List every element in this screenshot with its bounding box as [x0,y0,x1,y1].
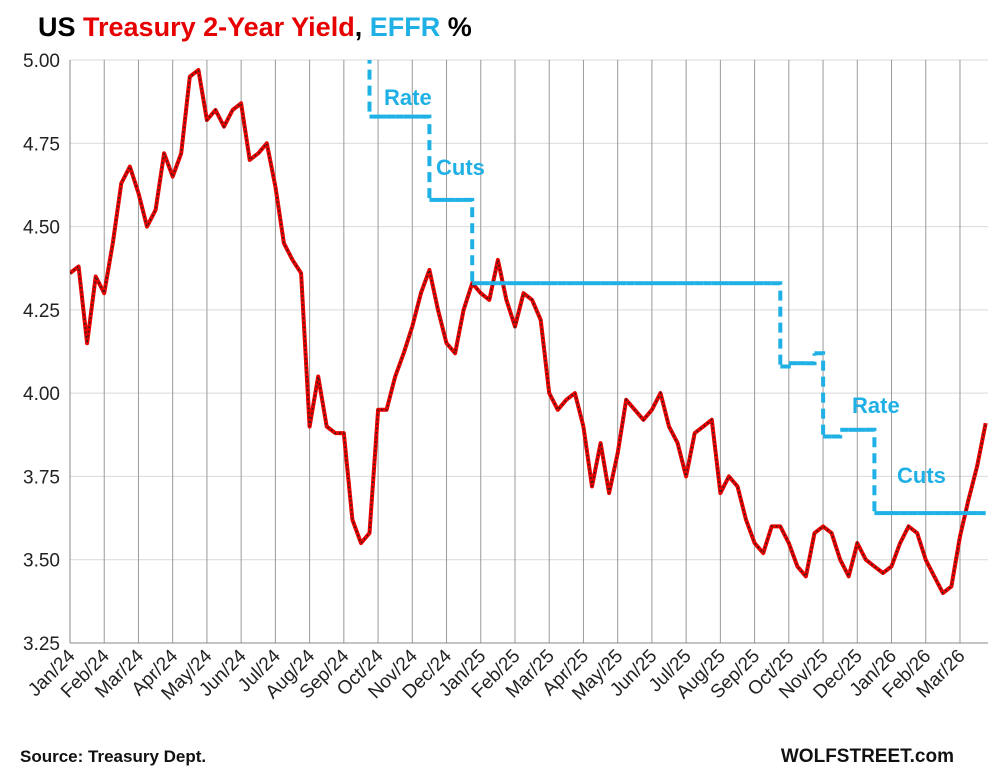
annotation: Cuts [436,155,485,180]
effr-step [780,363,791,369]
y-tick-label: 4.25 [23,301,60,322]
brand: WOLFSTREET.com [781,746,954,767]
effr-step [420,114,432,200]
effr-step [865,427,877,514]
chart-title: US Treasury 2-Year Yield, EFFR % [38,12,472,42]
annotation: Cuts [897,463,946,488]
source: Source: Treasury Dept. [20,747,206,766]
effr-step [831,429,843,439]
y-tick-label: 3.75 [23,467,60,488]
y-tick-label: 4.50 [23,218,60,239]
y-tick-label: 4.00 [23,384,60,405]
title-part: Treasury 2-Year Yield [83,12,355,42]
title-part: % [440,12,472,42]
effr-step [814,351,826,437]
annotation: Rate [384,85,432,110]
effr-step [463,197,475,284]
title-part: , [355,12,370,42]
effr-step [805,353,817,366]
title-part: EFFR [370,12,441,42]
annotation: Rate [852,393,900,418]
y-tick-label: 3.25 [23,634,60,655]
title-part: US [38,12,83,42]
effr-step [367,60,372,117]
effr-step [771,281,783,367]
y-tick-label: 4.75 [23,134,60,155]
y-tick-label: 5.00 [23,51,60,72]
y-tick-label: 3.50 [23,551,60,572]
yield-dots [70,68,987,595]
